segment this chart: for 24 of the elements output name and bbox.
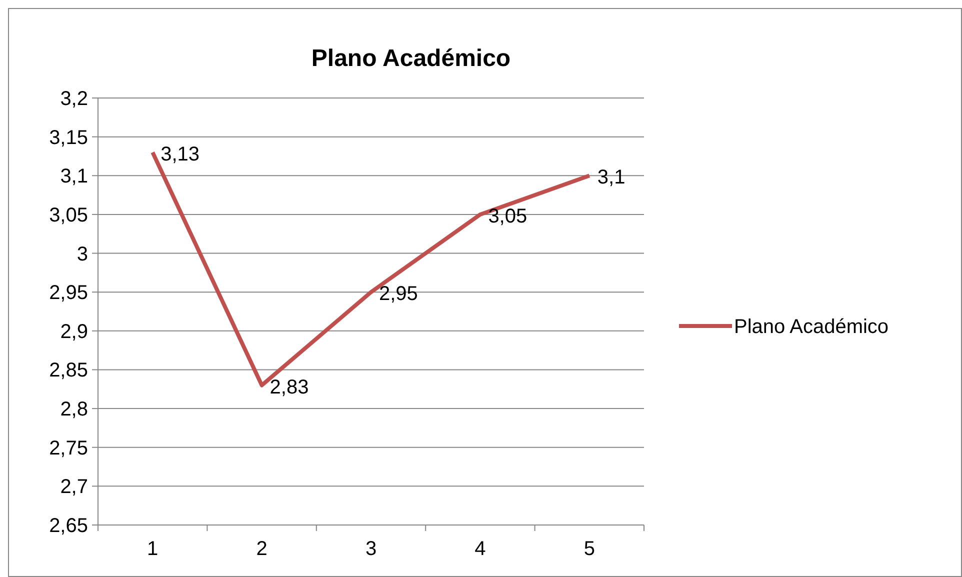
x-tick-label: 4 [474, 538, 486, 560]
y-tick-label: 3,2 [60, 88, 88, 110]
chart-title: Plano Académico [311, 45, 511, 72]
data-label: 3,13 [160, 143, 200, 166]
x-tick-label: 3 [365, 538, 377, 560]
y-tick-label: 2,9 [60, 320, 88, 343]
y-tick-label: 2,85 [49, 360, 88, 382]
data-label: 3,05 [488, 205, 528, 228]
y-tick-label: 3 [76, 243, 88, 266]
x-tick-label: 5 [584, 538, 595, 560]
data-label: 2,83 [270, 376, 309, 398]
data-label: 3,1 [597, 166, 626, 189]
y-tick-label: 2,95 [49, 282, 88, 304]
y-tick-label: 2,75 [49, 437, 88, 460]
data-label: 2,95 [379, 283, 418, 306]
legend-label: Plano Académico [734, 316, 889, 338]
y-tick-label: 3,1 [60, 166, 88, 188]
y-tick-label: 3,15 [49, 126, 88, 149]
x-tick-label: 2 [256, 538, 268, 560]
y-tick-label: 2,8 [60, 398, 88, 421]
x-tick-label: 1 [147, 538, 158, 560]
y-tick-label: 2,65 [49, 515, 88, 537]
y-tick-label: 3,05 [49, 204, 88, 226]
y-tick-label: 2,7 [60, 476, 88, 498]
